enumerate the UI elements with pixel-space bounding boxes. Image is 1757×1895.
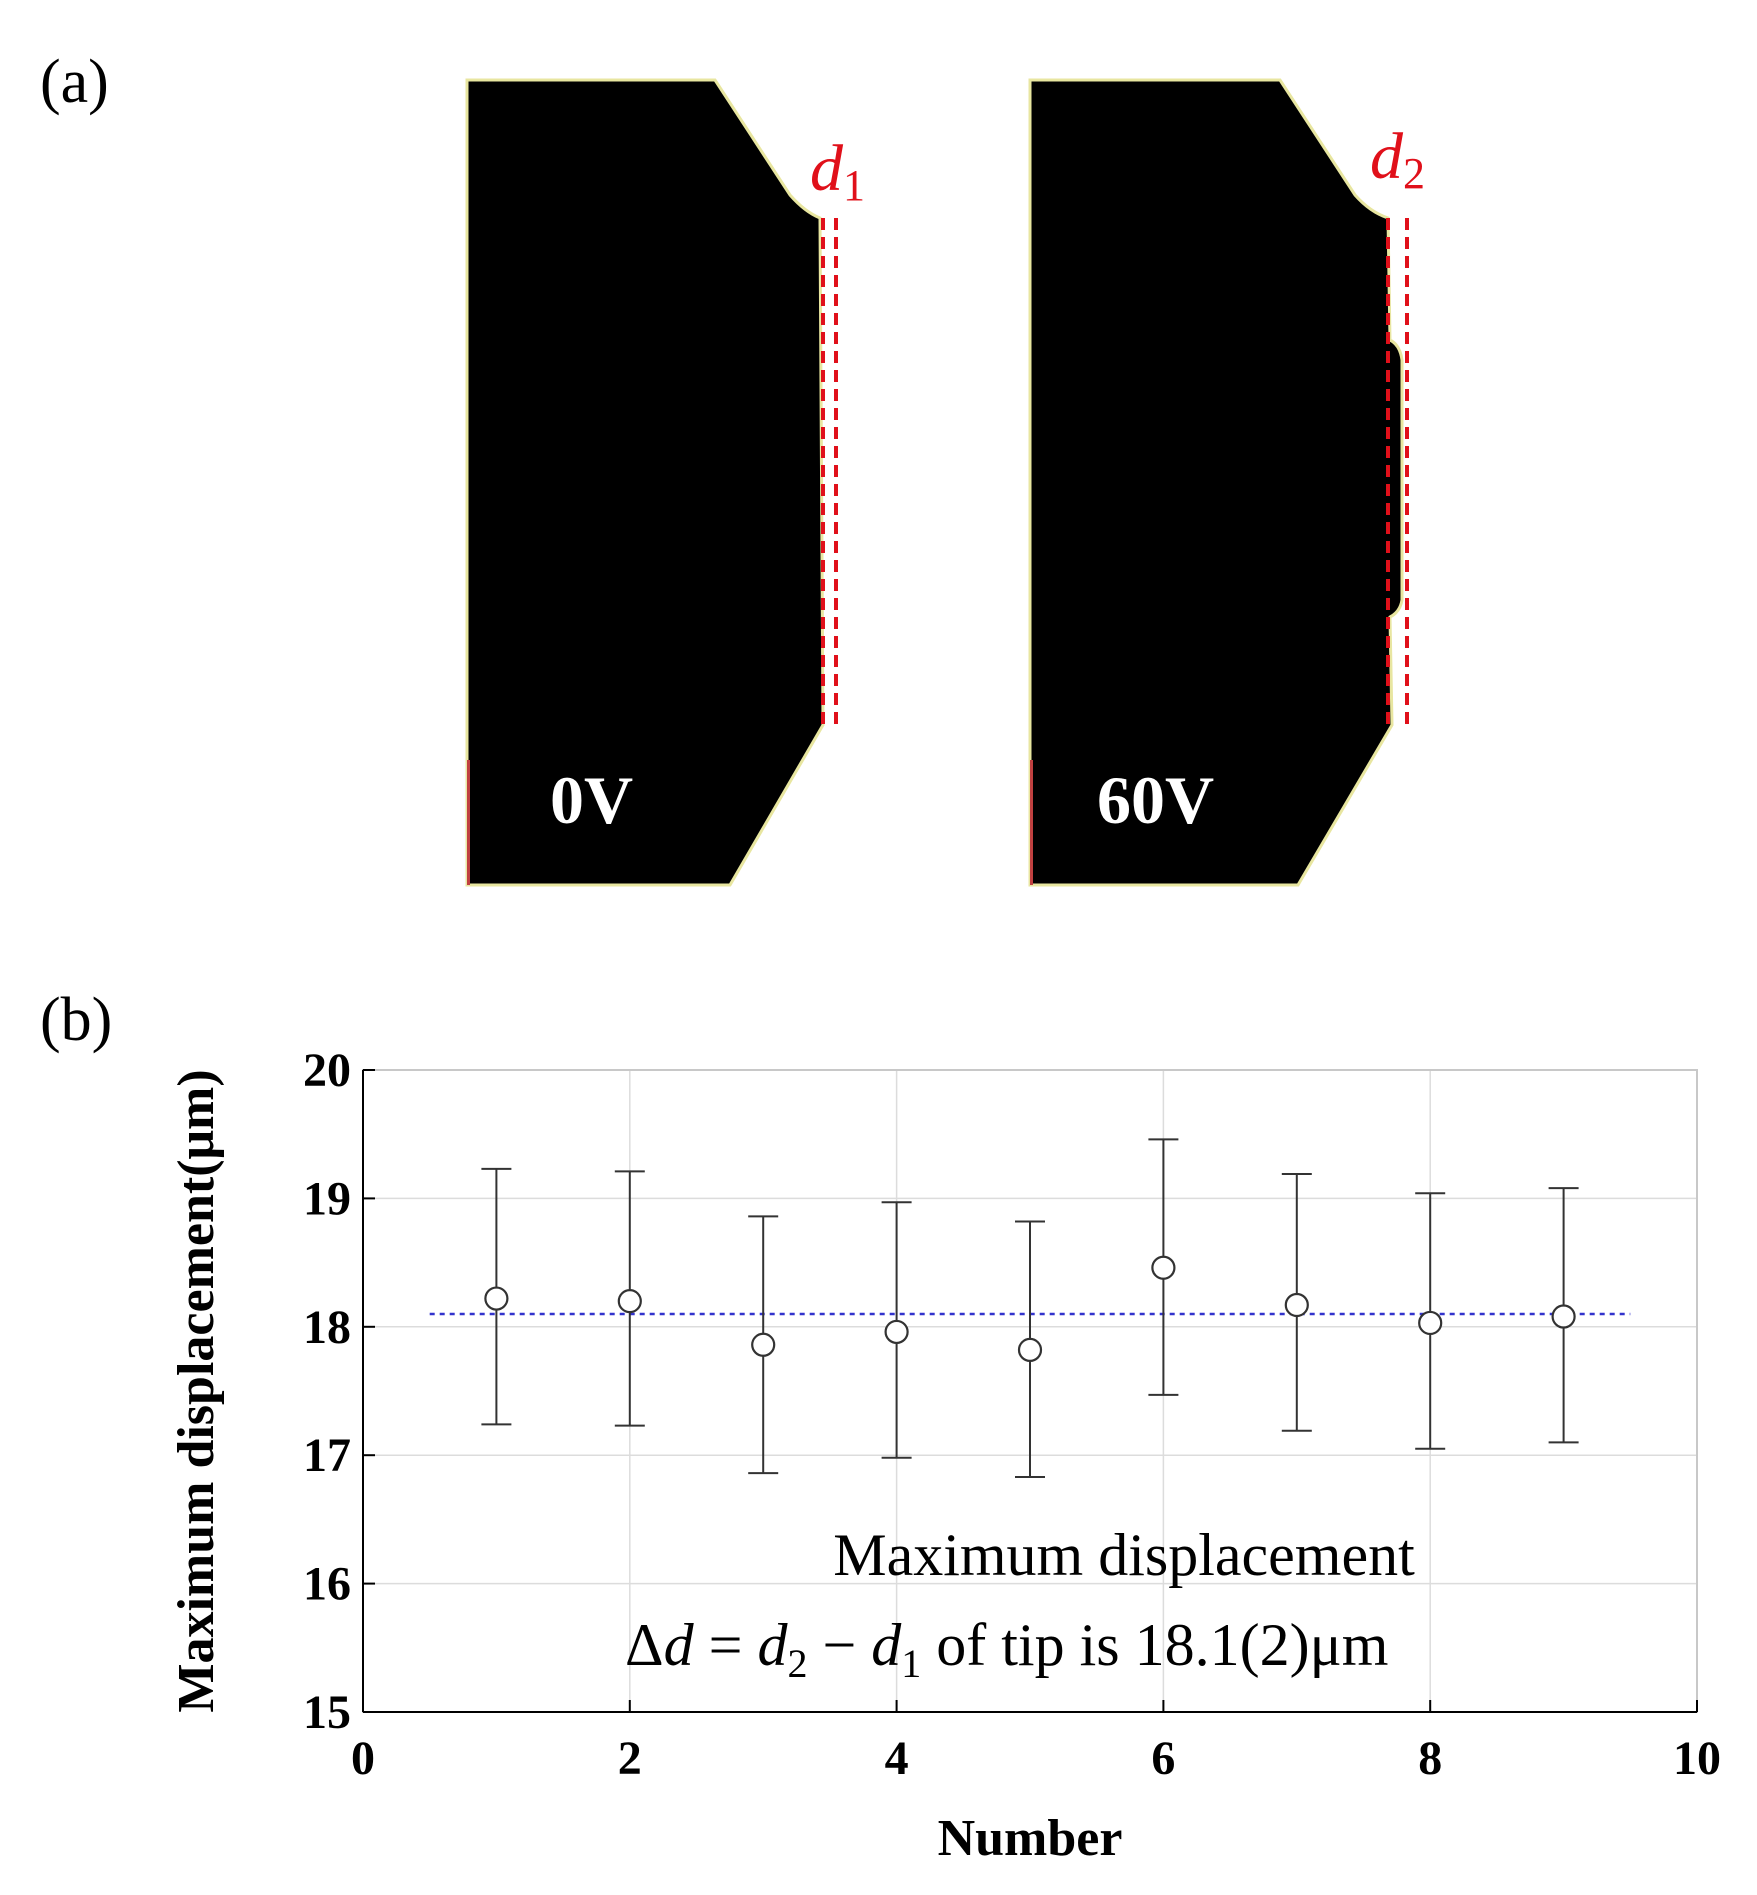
annotation-minus: − [807, 1612, 871, 1678]
left-edge-strip-60v [1030, 760, 1033, 885]
marker-d1: d1 [810, 132, 865, 210]
annotation-rest: of tip is 18.1(2)μm [921, 1612, 1388, 1678]
x-tick-label: 2 [618, 1732, 642, 1785]
y-ticks: 15 16 17 18 19 20 [303, 1044, 375, 1739]
tip-shape-60v [1028, 78, 1404, 887]
annotation-delta: Δ [625, 1612, 664, 1678]
annotation-line1: Maximum displacement [833, 1522, 1415, 1588]
annotation-d2: d [757, 1612, 788, 1678]
y-tick-label: 16 [303, 1558, 351, 1611]
data-point [1151, 1255, 1176, 1280]
y-tick-label: 17 [303, 1429, 351, 1482]
data-point [617, 1289, 642, 1314]
annotation-d1: d [871, 1612, 902, 1678]
panel-b: (b) 0 2 4 6 8 10 15 16 17 18 19 20 Number Maximum … [40, 986, 1721, 1867]
annotation-sub2: 2 [787, 1641, 807, 1686]
x-ticks: 0 2 4 6 8 10 [351, 1700, 1721, 1785]
x-tick-label: 10 [1673, 1732, 1721, 1785]
y-tick-label: 20 [303, 1044, 351, 1097]
chart-annotation: Maximum displacement Δd = d2 − d1 of tip… [625, 1522, 1415, 1686]
tip-shape-0v [465, 78, 825, 887]
data-point [484, 1286, 509, 1311]
y-axis-label: Maximum displacement(μm) [168, 1069, 225, 1712]
panel-b-label: (b) [40, 986, 112, 1054]
annotation-line2: Δd = d2 − d1 of tip is 18.1(2)μm [625, 1612, 1388, 1686]
x-axis-label: Number [938, 1810, 1123, 1867]
y-tick-label: 18 [303, 1301, 351, 1354]
microscope-image-0v: 0V d1 [465, 78, 865, 887]
panel-a: (a) 0V d1 60V d2 [40, 48, 1425, 887]
x-tick-label: 0 [351, 1732, 375, 1785]
x-tick-label: 6 [1151, 1732, 1175, 1785]
data-point [1017, 1337, 1043, 1363]
microscope-image-60v: 60V d2 [1028, 78, 1425, 887]
marker-d2: d2 [1370, 120, 1425, 198]
y-tick-label: 15 [303, 1686, 351, 1739]
data-point [1551, 1304, 1576, 1329]
data-point [751, 1332, 776, 1357]
data-point [884, 1319, 909, 1345]
voltage-label-0v: 0V [550, 762, 633, 838]
x-tick-label: 8 [1418, 1732, 1442, 1785]
annotation-equals: = [694, 1612, 758, 1678]
data-point [1284, 1292, 1309, 1318]
panel-a-label: (a) [40, 48, 109, 116]
marker-d2-subscript: 2 [1403, 149, 1425, 198]
marker-d1-subscript: 1 [843, 161, 865, 210]
annotation-sub1: 1 [901, 1641, 921, 1686]
y-tick-label: 19 [303, 1172, 351, 1225]
data-point [1418, 1310, 1443, 1336]
marker-d1-symbol: d [810, 132, 844, 205]
data-points [484, 1255, 1576, 1363]
annotation-d: d [664, 1612, 695, 1678]
voltage-label-60v: 60V [1097, 762, 1214, 838]
marker-d2-symbol: d [1370, 120, 1404, 193]
x-tick-label: 4 [885, 1732, 909, 1785]
displacement-chart: 0 2 4 6 8 10 15 16 17 18 19 20 Number Maximum disp… [168, 1044, 1721, 1867]
left-edge-strip-0v [467, 760, 470, 885]
